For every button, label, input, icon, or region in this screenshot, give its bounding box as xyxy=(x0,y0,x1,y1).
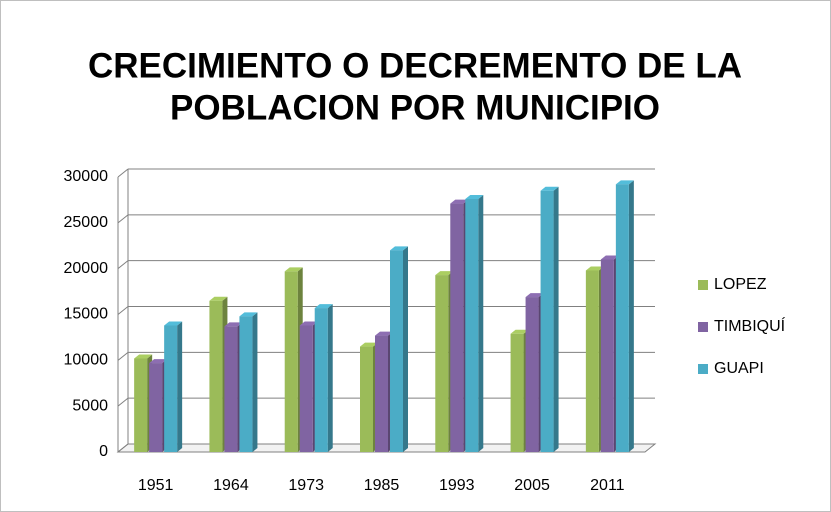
y-tick-label: 10000 xyxy=(64,352,109,369)
bar xyxy=(284,271,298,452)
bar xyxy=(375,335,388,452)
bar xyxy=(209,300,223,452)
y-tick-label: 20000 xyxy=(64,260,109,277)
x-tick-label: 1951 xyxy=(138,477,174,494)
bar-side xyxy=(553,186,559,452)
bar-top xyxy=(375,331,393,336)
x-tick-label: 1985 xyxy=(364,477,400,494)
bar-top xyxy=(284,267,303,272)
bar-top xyxy=(239,312,258,317)
grid-line-side xyxy=(117,214,129,224)
bar-top xyxy=(450,199,469,204)
legend-swatch xyxy=(698,280,708,290)
y-tick-label: 30000 xyxy=(64,168,109,185)
x-tick-label: 1973 xyxy=(288,477,324,494)
bar-top xyxy=(149,359,168,364)
bar-top xyxy=(615,180,634,185)
bar xyxy=(360,346,373,452)
bar xyxy=(525,297,539,452)
grid-line-side xyxy=(117,351,129,361)
bar-side xyxy=(478,195,484,452)
bar-top xyxy=(465,195,484,199)
bar-side xyxy=(403,246,408,452)
legend-label: TIMBIQUÍ xyxy=(714,316,786,335)
bar xyxy=(239,316,253,452)
grid-line-side xyxy=(117,168,129,178)
bar xyxy=(224,326,238,452)
bar-top xyxy=(314,304,333,309)
bar xyxy=(600,259,614,452)
bar xyxy=(390,250,403,452)
grid-line-side xyxy=(117,397,129,407)
chart-title: POBLACION POR MUNICIPIO xyxy=(170,88,660,127)
legend-swatch xyxy=(698,322,708,332)
bar-side xyxy=(252,312,258,452)
x-tick-label: 2005 xyxy=(514,477,550,494)
legend-label: GUAPI xyxy=(714,360,764,377)
y-tick-label: 0 xyxy=(99,443,108,460)
grid-line-side xyxy=(117,260,129,270)
chart-title: CRECIMIENTO O DECREMENTO DE LA xyxy=(88,46,742,85)
bar-top xyxy=(299,321,318,326)
bar xyxy=(510,333,524,452)
bar-top xyxy=(435,271,454,276)
x-tick-label: 1993 xyxy=(439,477,475,494)
bar-top xyxy=(585,266,604,271)
grid-line-side xyxy=(117,443,129,453)
bar xyxy=(450,203,464,452)
bar-top xyxy=(224,322,243,327)
bar xyxy=(540,190,554,452)
bar-top xyxy=(134,354,153,359)
bar-top xyxy=(209,296,228,301)
x-tick-label: 1964 xyxy=(213,477,249,494)
bar-top xyxy=(525,293,544,298)
bar-top xyxy=(600,255,619,260)
bar xyxy=(299,325,313,452)
bar xyxy=(149,363,163,452)
bar xyxy=(314,308,328,452)
grid-line-side xyxy=(117,306,129,315)
bar-top xyxy=(510,329,529,334)
bar-side xyxy=(628,180,634,453)
legend-swatch xyxy=(698,364,708,374)
bar-side xyxy=(177,321,183,452)
y-tick-label: 25000 xyxy=(64,214,109,231)
bar-side xyxy=(327,304,333,452)
y-tick-label: 5000 xyxy=(72,397,108,414)
bar xyxy=(164,325,178,452)
bar-top xyxy=(540,186,559,191)
bar-top xyxy=(360,342,378,347)
bar xyxy=(615,184,629,453)
y-tick-label: 15000 xyxy=(64,306,109,323)
bar xyxy=(134,358,148,452)
x-tick-label: 2011 xyxy=(590,477,625,494)
legend-label: LOPEZ xyxy=(714,276,767,293)
bar xyxy=(465,199,479,452)
bar-top xyxy=(390,246,408,251)
bar xyxy=(585,270,599,452)
bar xyxy=(435,275,449,452)
bar-top xyxy=(164,321,183,326)
